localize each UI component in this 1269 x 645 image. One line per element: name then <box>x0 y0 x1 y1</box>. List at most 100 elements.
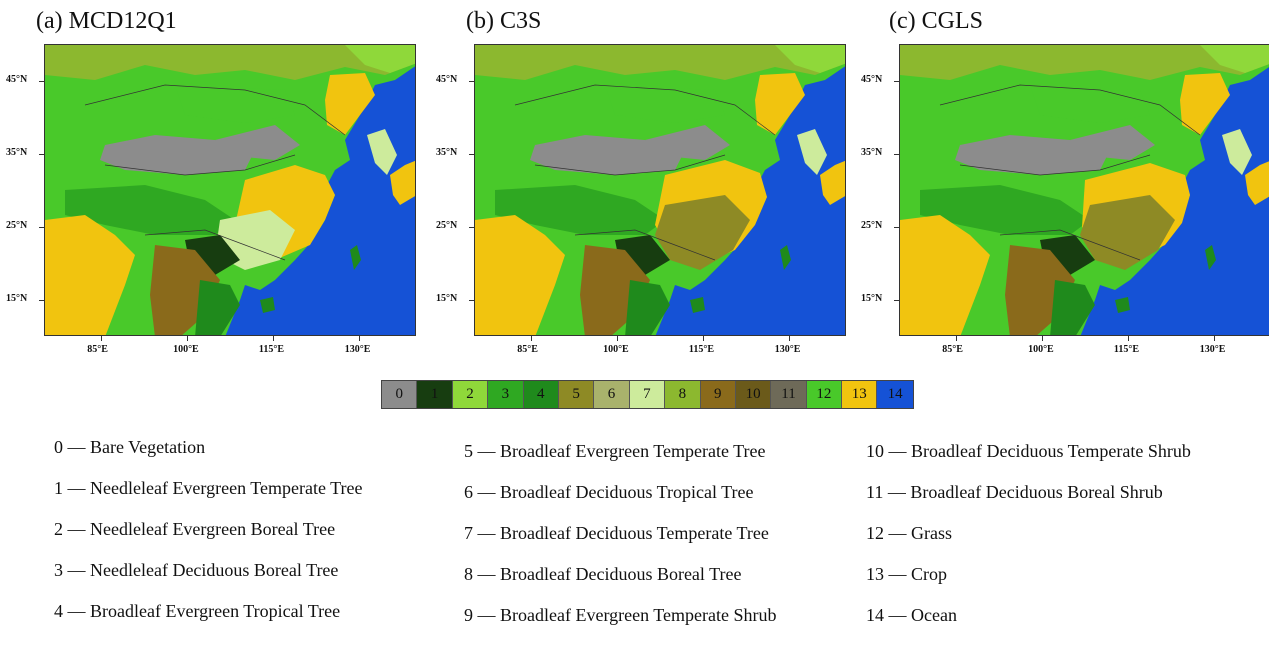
colorbar-cell: 11 <box>771 381 807 408</box>
colorbar-cell: 7 <box>629 381 666 408</box>
crop-northeast <box>1180 73 1230 135</box>
broadleaf-south <box>655 195 750 270</box>
longitude-tick <box>1042 336 1044 341</box>
longitude-tick <box>1127 336 1129 341</box>
longitude-tick <box>788 336 790 341</box>
broadleaf-south <box>1080 195 1175 270</box>
longitude-label: 85°E <box>517 344 538 355</box>
latitude-tick <box>469 226 474 228</box>
legend-item: 0 — Bare Vegetation <box>54 437 206 457</box>
country-borders <box>514 84 776 261</box>
grass-north <box>605 85 725 123</box>
longitude-label: 85°E <box>87 344 108 355</box>
latitude-label: 25°N <box>6 219 28 231</box>
longitude-tick <box>101 336 103 341</box>
legend-item: 3 — Needleleaf Deciduous Boreal Tree <box>54 560 339 580</box>
tropical-forest <box>625 280 670 335</box>
longitude-tick <box>531 336 533 341</box>
legend-item: 9 — Broadleaf Evergreen Temperate Shrub <box>464 605 777 625</box>
boreal-forest <box>775 45 845 73</box>
colorbar-cell: 6 <box>594 381 630 408</box>
latitude-tick <box>894 153 899 155</box>
land-cover-map <box>44 44 416 336</box>
map-panel-c3s: (b) C3S 45°N 35°N 25°N 15°N 85°E 100°E 115°E 13… <box>430 0 850 370</box>
latitude-label: 15°N <box>6 292 28 304</box>
crop-northeast <box>325 73 375 135</box>
japan-region <box>1245 161 1269 205</box>
longitude-tick <box>187 336 189 341</box>
legend-column-3: 10 — Broadleaf Deciduous Temperate Shrub… <box>866 440 1191 645</box>
longitude-label: 100°E <box>603 344 629 355</box>
india-crop <box>900 215 990 335</box>
legend-column-2: 5 — Broadleaf Evergreen Temperate Tree 6… <box>464 440 776 645</box>
island-hainan <box>260 297 275 313</box>
island-hainan <box>1115 297 1130 313</box>
grass-north <box>175 85 295 123</box>
india-crop <box>475 215 565 335</box>
longitude-label: 130°E <box>344 344 371 355</box>
island-taiwan <box>1205 245 1216 270</box>
longitude-label: 85°E <box>942 344 963 355</box>
longitude-tick <box>272 336 274 341</box>
map-panel-cgls: (c) CGLS 45°N 35°N 25°N 15°N 85°E 100°E 115°E 1… <box>855 0 1269 370</box>
tropical-forest <box>195 280 240 335</box>
grass-north <box>1030 85 1150 123</box>
longitude-label: 130°E <box>774 344 801 355</box>
northern-forest <box>45 45 415 80</box>
longitude-tick <box>358 336 360 341</box>
latitude-tick <box>894 299 899 301</box>
japan-region <box>820 160 845 205</box>
legend-item: 1 — Needleleaf Evergreen Temperate Tree <box>54 478 363 498</box>
latitude-tick <box>469 80 474 82</box>
longitude-tick <box>1213 336 1215 341</box>
latitude-tick <box>469 299 474 301</box>
latitude-tick <box>39 153 44 155</box>
country-borders <box>84 84 346 261</box>
tibet-grass <box>920 185 1090 235</box>
land-area <box>45 45 415 335</box>
colorbar-cell: 8 <box>665 381 701 408</box>
bare-taklamakan <box>100 135 255 175</box>
map-svg <box>900 45 1269 335</box>
legend-item: 7 — Broadleaf Deciduous Temperate Tree <box>464 523 769 543</box>
longitude-label: 130°E <box>1199 344 1226 355</box>
latitude-label: 45°N <box>861 73 883 85</box>
panel-title: (a) MCD12Q1 <box>36 8 177 34</box>
land-area <box>475 45 845 335</box>
longitude-label: 100°E <box>1028 344 1054 355</box>
legend-item: 13 — Crop <box>866 564 947 584</box>
bare-taklamakan <box>955 135 1110 175</box>
tibet-grass <box>65 185 235 235</box>
latitude-tick <box>894 80 899 82</box>
crop-northeast <box>755 73 805 135</box>
longitude-tick <box>956 336 958 341</box>
latitude-label: 35°N <box>861 146 883 158</box>
colorbar-cell: 1 <box>417 381 453 408</box>
legend-item: 5 — Broadleaf Evergreen Temperate Tree <box>464 441 766 461</box>
latitude-tick <box>469 153 474 155</box>
colorbar-cell: 13 <box>842 381 878 408</box>
bare-gobi <box>215 125 300 160</box>
bare-gobi <box>645 125 730 160</box>
legend-item: 14 — Ocean <box>866 605 957 625</box>
northern-forest <box>900 45 1269 80</box>
korea-region <box>367 129 397 175</box>
land-cover-map <box>474 44 846 336</box>
island-taiwan <box>780 245 791 270</box>
latitude-tick <box>39 299 44 301</box>
panel-title: (b) C3S <box>466 8 542 34</box>
northern-forest <box>475 45 845 80</box>
latitude-label: 15°N <box>861 292 883 304</box>
legend-item: 4 — Broadleaf Evergreen Tropical Tree <box>54 601 341 621</box>
longitude-label: 115°E <box>258 344 285 355</box>
map-panel-mcd12q1: (a) MCD12Q1 45°N 35°N 25°N 15°N 85°E 100°E 115… <box>0 0 420 370</box>
tropical-forest <box>1050 280 1095 335</box>
colorbar: 0 1 2 3 4 5 6 7 8 9 10 11 12 13 14 <box>381 380 914 409</box>
colorbar-cell: 4 <box>523 381 559 408</box>
japan-region <box>390 160 415 205</box>
country-borders <box>939 84 1201 261</box>
island-hainan <box>690 297 705 313</box>
latitude-label: 15°N <box>436 292 458 304</box>
colorbar-cell: 0 <box>382 381 418 408</box>
colorbar-cell: 5 <box>558 381 595 408</box>
